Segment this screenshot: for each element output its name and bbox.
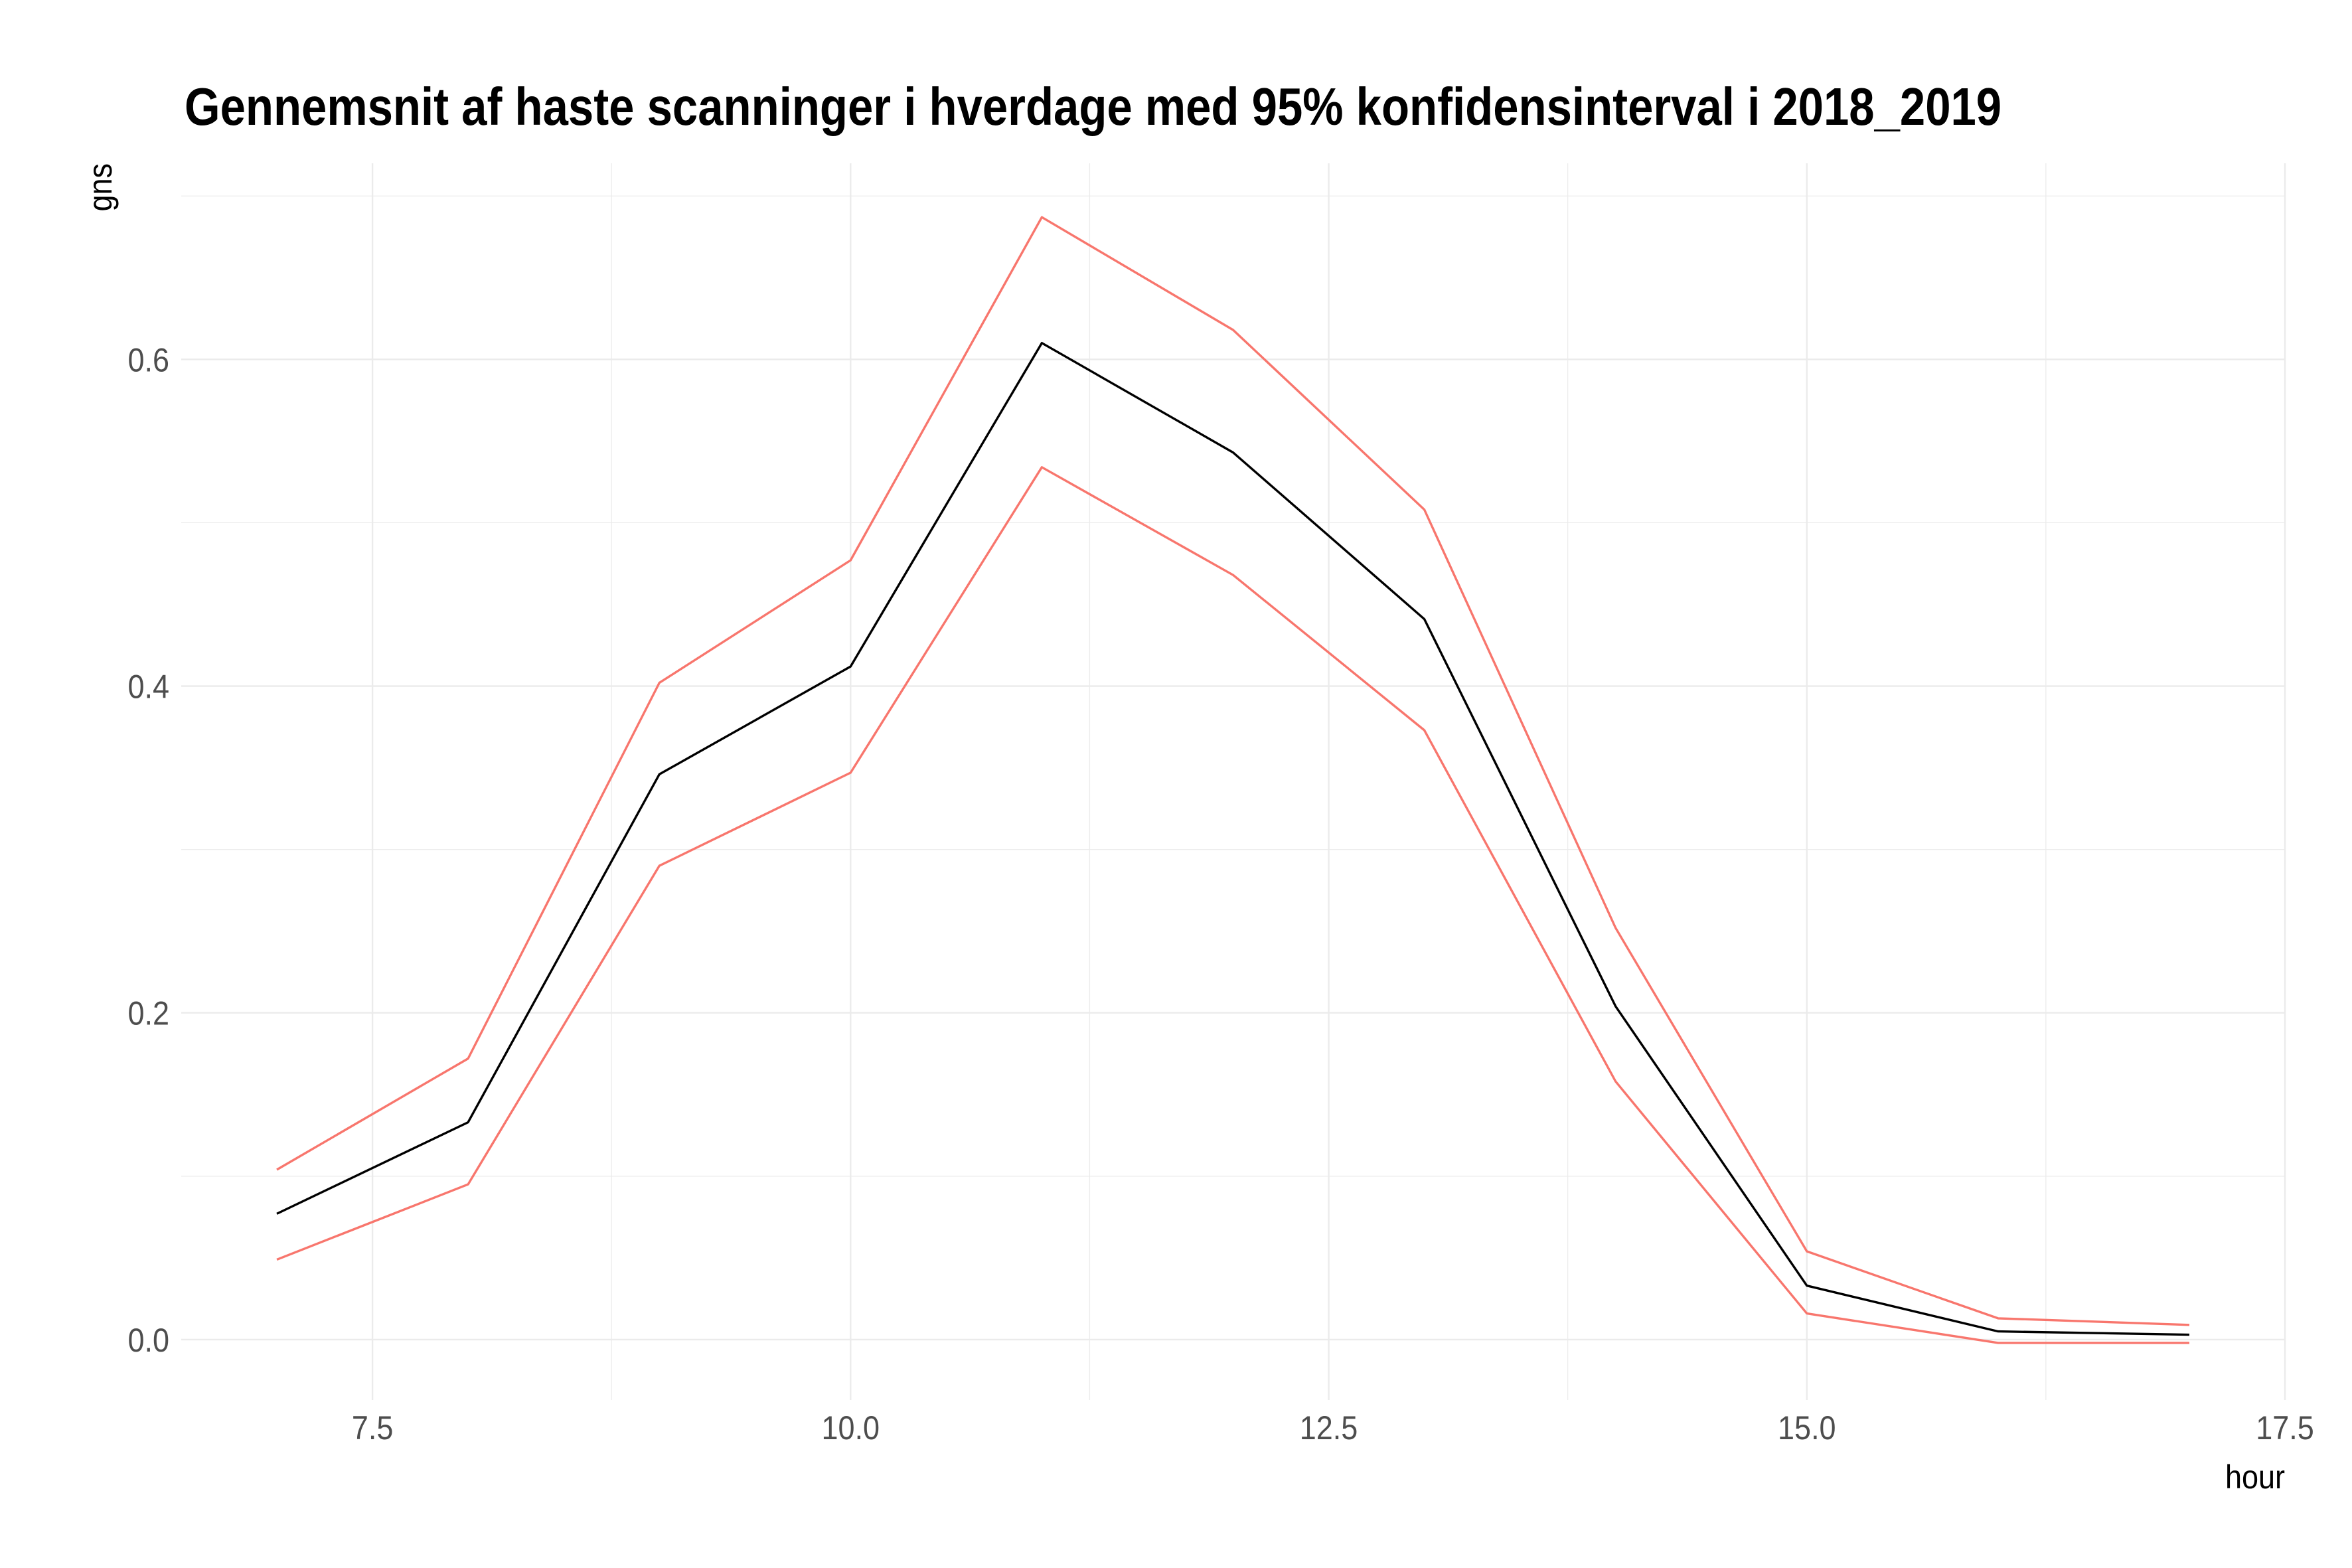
mean-series-line [276,342,2190,1336]
x-tick-label: 15.0 [1778,1410,1836,1447]
y-tick-label: 0.6 [127,342,169,379]
x-tick-label: 10.0 [822,1410,880,1447]
x-tick-label: 17.5 [2256,1410,2314,1447]
y-tick-label: 0.0 [127,1322,169,1360]
x-tick-label: 12.5 [1300,1410,1358,1447]
chart-title: Gennemsnit af haste scanninger i hverdag… [185,76,2001,136]
y-axis-tick-labels: 0.0 0.2 0.4 0.6 [127,342,169,1359]
y-tick-label: 0.4 [127,668,169,706]
x-axis-title: hour [2225,1459,2285,1496]
series-lines [276,216,2190,1344]
lower-confidence-line [276,466,2189,1344]
upper-confidence-line [276,216,2190,1326]
y-axis-title: gns [82,163,119,212]
x-axis-tick-labels: 7.5 10.0 12.5 15.0 17.5 [352,1410,2314,1447]
x-tick-label: 7.5 [352,1410,394,1447]
y-tick-label: 0.2 [127,996,169,1033]
